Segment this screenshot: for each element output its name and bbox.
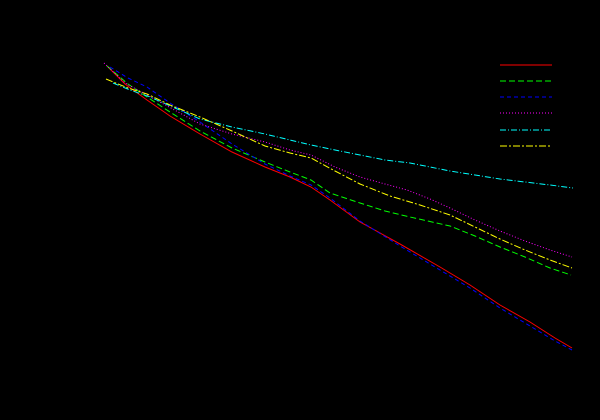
series-line-series-4-magenta (103, 62, 573, 258)
series-line-series-3-blue (109, 66, 573, 351)
series-line-series-5-cyan (112, 82, 574, 189)
series-group (103, 62, 574, 351)
series-line-series-1-red (106, 65, 573, 349)
series-line-series-6-yellow (105, 78, 573, 269)
series-line-series-2-green (106, 65, 572, 276)
legend (500, 64, 552, 147)
